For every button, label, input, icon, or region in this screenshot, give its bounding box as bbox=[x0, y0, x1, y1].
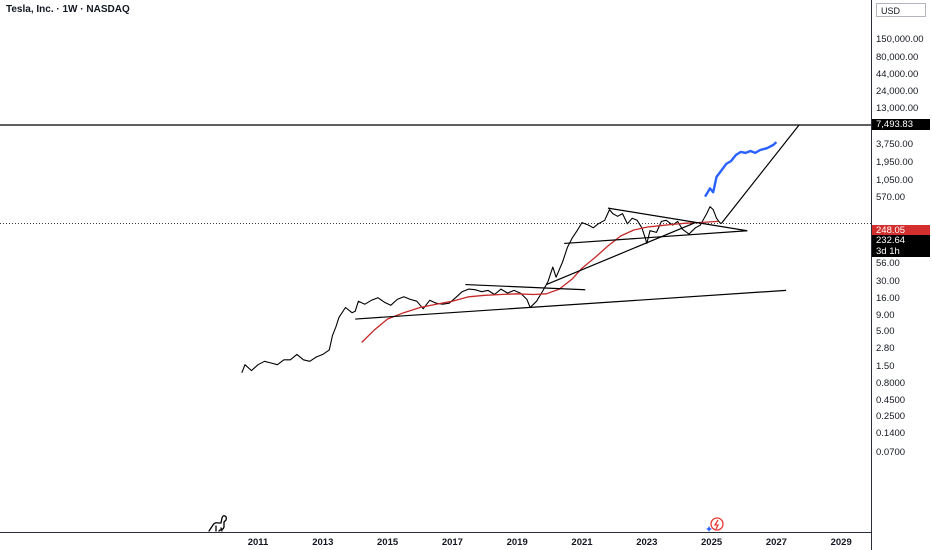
price-tick-label: 570.00 bbox=[876, 192, 906, 204]
price-tick-label: 13,000.00 bbox=[876, 103, 919, 115]
time-tick-label: 2019 bbox=[506, 537, 528, 548]
time-scale-divider bbox=[0, 532, 871, 533]
channel-upper-trendline bbox=[465, 283, 557, 290]
price-tick-label: 9.00 bbox=[876, 309, 895, 321]
price-tick-label: 24,000.00 bbox=[876, 85, 919, 97]
currency-label[interactable]: USD bbox=[876, 3, 926, 17]
price-tick-label: 2.80 bbox=[876, 342, 895, 354]
time-tick-label: 2027 bbox=[765, 537, 787, 548]
last-price-value: 232.64 bbox=[876, 235, 906, 246]
time-tick-label: 2029 bbox=[830, 537, 852, 548]
price-tick-label: 44,000.00 bbox=[876, 68, 919, 80]
level-price-tag: 7,493.83 bbox=[872, 119, 930, 130]
price-tick-label: 0.0700 bbox=[876, 447, 906, 459]
price-tick-label: 5.00 bbox=[876, 326, 895, 338]
price-tick-label: 56.00 bbox=[876, 257, 900, 269]
breakout-support-trendline bbox=[546, 222, 696, 286]
time-tick-label: 2011 bbox=[247, 537, 269, 548]
time-tick-label: 2023 bbox=[636, 537, 658, 548]
projection-series-line bbox=[704, 141, 778, 198]
price-tick-label: 30.00 bbox=[876, 275, 900, 287]
wedge-lower-trendline bbox=[564, 230, 748, 245]
ai-spark-icon[interactable] bbox=[706, 516, 724, 532]
time-tick-label: 2017 bbox=[441, 537, 463, 548]
time-tick-label: 2015 bbox=[377, 537, 399, 548]
price-tick-label: 3,750.00 bbox=[876, 138, 913, 150]
price-tick-label: 0.8000 bbox=[876, 378, 906, 390]
target-line-trendline bbox=[720, 124, 800, 224]
price-tick-label: 80,000.00 bbox=[876, 51, 919, 63]
price-scale-divider bbox=[871, 0, 872, 550]
price-tick-label: 0.1400 bbox=[876, 427, 906, 439]
price-tick-label: 1,950.00 bbox=[876, 157, 913, 169]
consolidation-upper-trendline bbox=[556, 287, 586, 291]
chart-title: Tesla, Inc. · 1W · NASDAQ bbox=[6, 4, 130, 15]
price-series-line bbox=[241, 206, 722, 374]
time-tick-label: 2025 bbox=[701, 537, 723, 548]
countdown-value: 3d 1h bbox=[876, 246, 900, 257]
price-tick-label: 0.2500 bbox=[876, 411, 906, 423]
prev-close-tag: 248.05 bbox=[872, 225, 930, 236]
moving-average-series-line bbox=[361, 220, 719, 343]
price-tick-label: 1.50 bbox=[876, 360, 895, 372]
price-tick-label: 16.00 bbox=[876, 293, 900, 305]
time-tick-label: 2021 bbox=[571, 537, 593, 548]
price-tick-label: 150,000.00 bbox=[876, 34, 924, 46]
price-tick-label: 0.4500 bbox=[876, 394, 906, 406]
wedge-upper-trendline bbox=[607, 207, 748, 232]
tradingview-dinosaur-icon[interactable] bbox=[207, 514, 229, 532]
last-price-tag: 232.64 3d 1h bbox=[872, 235, 930, 257]
time-tick-label: 2013 bbox=[312, 537, 334, 548]
channel-lower-trendline bbox=[355, 289, 787, 320]
price-tick-label: 1,050.00 bbox=[876, 174, 913, 186]
